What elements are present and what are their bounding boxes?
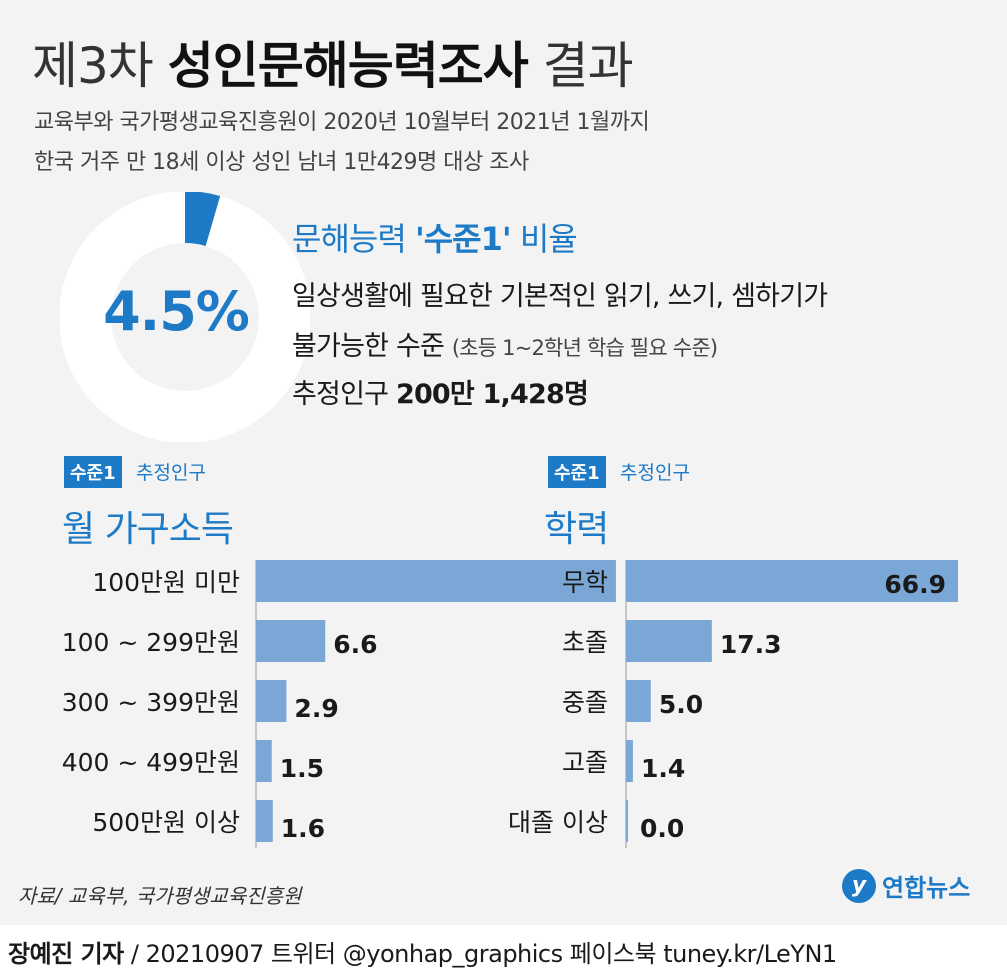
subtitle-line-2: 한국 거주 만 18세 이상 성인 남녀 1만429명 대상 조사 [34, 150, 529, 175]
level-title-suffix: 비율 [510, 220, 578, 258]
bar [256, 740, 272, 782]
education-level-badge: 수준1 [548, 456, 606, 488]
bar [626, 620, 712, 662]
donut-value: 4.5% [103, 280, 250, 343]
level-title: 문해능력 '수준1' 비율 [292, 214, 578, 260]
category-label: 무학 [562, 568, 608, 597]
category-label: 중졸 [562, 688, 608, 717]
income-level-badge: 수준1 [64, 456, 122, 488]
title-suffix: 결과 [527, 37, 634, 95]
bar [256, 680, 287, 722]
value-label: 2.9 [294, 694, 338, 723]
value-label: 1.4 [641, 754, 685, 783]
bar [256, 620, 326, 662]
income-section-title: 월 가구소득 [62, 509, 234, 550]
category-label: 300 ~ 399만원 [62, 688, 240, 717]
category-label: 초졸 [562, 628, 608, 657]
logo-mark-icon: y [842, 868, 876, 903]
description-line-2: 불가능한 수준 (초등 1~2학년 학습 필요 수준) [292, 324, 718, 363]
income-badge-note: 추정인구 [136, 462, 206, 484]
education-section-title: 학력 [544, 509, 609, 550]
level-title-bold: '수준1' [414, 220, 512, 258]
page-title: 제3차 성인문해능력조사 결과 [32, 26, 634, 98]
description-line-1: 일상생활에 필요한 기본적인 읽기, 쓰기, 셈하기가 [292, 281, 828, 312]
bar [626, 560, 958, 602]
description-line-2-note: (초등 1~2학년 학습 필요 수준) [451, 336, 718, 360]
bar [256, 800, 273, 842]
population-value: 200만 1,428명 [395, 379, 589, 410]
category-label: 대졸 이상 [508, 808, 608, 837]
description-line-3: 추정인구 200만 1,428명 [292, 372, 589, 411]
logo-name: 연합뉴스 [882, 874, 971, 902]
infographic-panel [0, 0, 1007, 925]
donut-slice [185, 192, 221, 246]
value-label: 6.6 [333, 630, 377, 659]
donut-chart [60, 192, 310, 442]
education-badge-note: 추정인구 [620, 462, 690, 484]
bar [626, 740, 633, 782]
category-label: 고졸 [562, 748, 608, 777]
subtitle-line-1: 교육부와 국가평생교육진흥원이 2020년 10월부터 2021년 1월까지 [34, 110, 650, 135]
value-label: 0.0 [640, 814, 684, 843]
description-line-2-main: 불가능한 수준 [292, 331, 445, 362]
value-label: 1.6 [281, 814, 325, 843]
bar [256, 560, 616, 602]
bar [626, 680, 651, 722]
value-label: 17.3 [720, 630, 782, 659]
credit-line: 장예진 기자 / 20210907 트위터 @yonhap_graphics 페… [8, 934, 837, 969]
category-label: 100만원 미만 [92, 568, 240, 597]
category-label: 500만원 이상 [92, 808, 240, 837]
title-bold: 성인문해능력조사 [167, 37, 529, 95]
reporter-name: 장예진 기자 [8, 940, 124, 968]
category-label: 100 ~ 299만원 [62, 628, 240, 657]
value-label: 66.9 [884, 570, 946, 599]
population-label: 추정인구 [292, 379, 396, 410]
value-label: 5.0 [659, 690, 703, 719]
value-label: 1.5 [280, 754, 324, 783]
title-prefix: 제3차 [32, 37, 168, 95]
level-title-prefix: 문해능력 [292, 220, 415, 258]
yonhap-logo: y 연합뉴스 [842, 868, 970, 903]
bar [626, 800, 628, 842]
source-note: 자료/ 교육부, 국가평생교육진흥원 [18, 884, 302, 908]
category-label: 400 ~ 499만원 [62, 748, 240, 777]
credit-text: / 20210907 트위터 @yonhap_graphics 페이스북 tun… [123, 940, 837, 968]
